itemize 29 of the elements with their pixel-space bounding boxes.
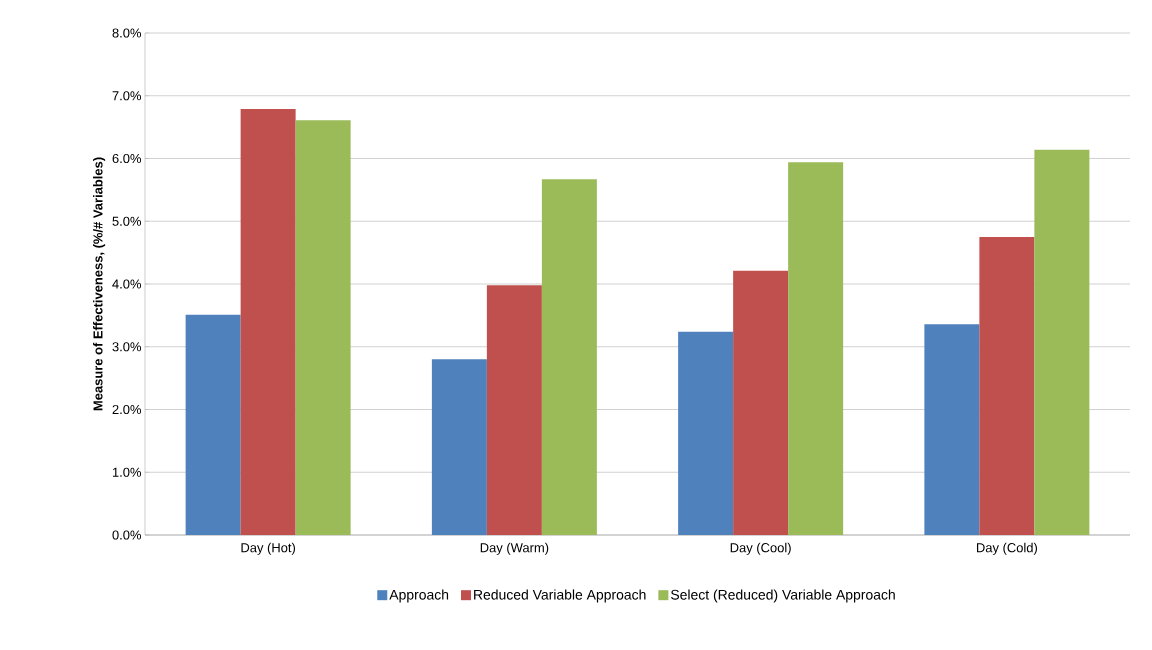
y-tick-label: 5.0% — [112, 216, 142, 226]
bar — [924, 324, 980, 535]
y-tick-label: 4.0% — [112, 279, 142, 289]
bar — [240, 108, 296, 535]
y-tick-label: 2.0% — [112, 404, 142, 415]
bar — [185, 314, 241, 535]
bar — [979, 236, 1035, 535]
legend-label: Approach — [389, 589, 449, 603]
x-tick-label: Day (Warm) — [480, 542, 549, 555]
bar — [295, 120, 351, 535]
x-tick-label: Day (Cool) — [730, 542, 791, 555]
bar — [788, 162, 844, 535]
legend-label: Reduced Variable Approach — [474, 589, 646, 603]
bar — [1034, 149, 1090, 535]
bar — [541, 179, 597, 535]
bar — [678, 331, 734, 535]
y-tick-label: 7.0% — [112, 91, 142, 101]
bar — [431, 359, 487, 535]
legend-label: Select (Reduced) Variable Approach — [671, 589, 895, 603]
x-tick-label: Day (Cold) — [977, 542, 1038, 555]
y-axis-title: Measure of Effectiveness, (%/# Variables) — [93, 157, 106, 411]
y-tick-label: 8.0% — [112, 28, 142, 38]
x-tick-label: Day (Hot) — [241, 542, 296, 555]
bar — [486, 285, 542, 535]
bar — [733, 270, 789, 535]
y-tick-label: 1.0% — [112, 467, 142, 477]
y-tick-label: 6.0% — [112, 153, 142, 164]
y-tick-label: 3.0% — [112, 342, 142, 352]
y-tick-label: 0.0% — [112, 530, 142, 540]
